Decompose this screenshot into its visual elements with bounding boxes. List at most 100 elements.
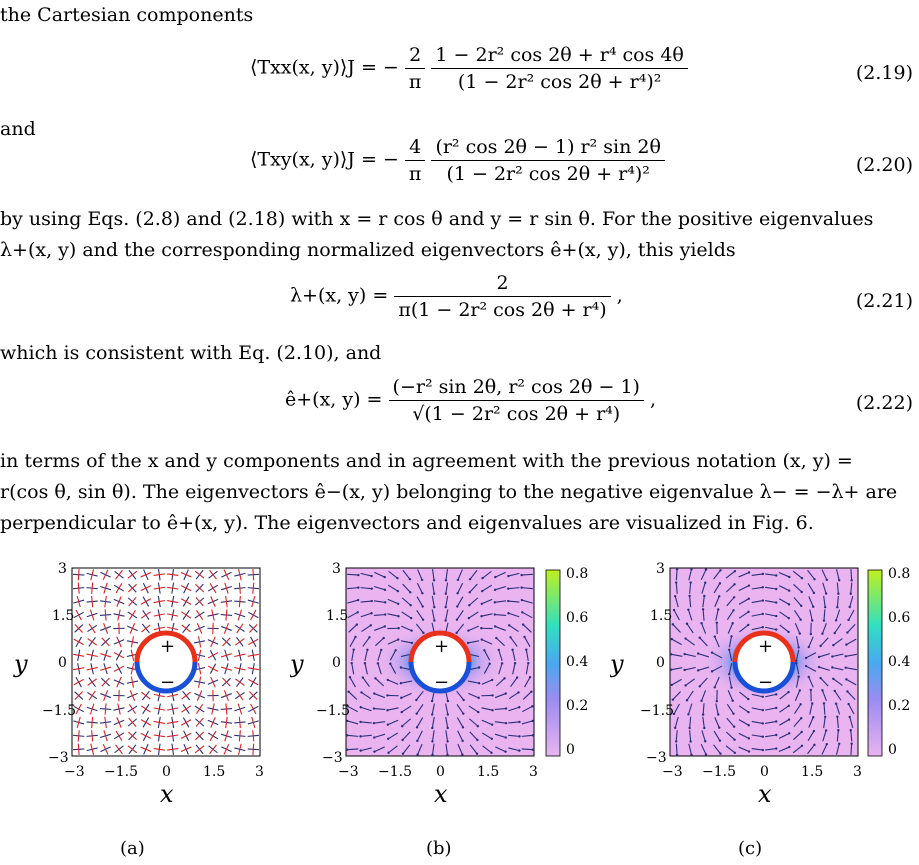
arrow-head <box>432 579 436 582</box>
eigenvector-arrow <box>467 640 480 644</box>
svg-text:−1.5: −1.5 <box>316 703 350 719</box>
eigenvector-arrow <box>698 666 710 671</box>
eigenvector-field <box>669 567 857 757</box>
eigenvector-minus-tick <box>234 678 245 686</box>
arrow-head <box>845 643 848 646</box>
eigenvector-arrow <box>522 611 533 619</box>
eigenvector-arrow <box>751 693 763 698</box>
eigenvector-arrow <box>725 731 735 741</box>
y-axis-label: y <box>13 650 28 678</box>
arrow-head <box>363 662 367 665</box>
arrow-head <box>798 689 802 692</box>
eigenvector-minus-tick <box>211 609 215 621</box>
arrow-head <box>476 724 480 728</box>
eigenvector-arrow <box>373 721 386 724</box>
eigenvector-minus-tick <box>129 690 136 701</box>
eigenvector-arrow <box>702 716 705 729</box>
eigenvector-arrow <box>765 747 777 751</box>
eigenvector-minus-tick <box>90 743 95 755</box>
eigenvector-arrow <box>846 678 857 686</box>
eigenvector-minus-tick <box>130 676 135 688</box>
eigenvector-arrow <box>725 583 735 593</box>
arrow-head <box>849 729 852 732</box>
arrow-head <box>368 636 371 639</box>
eigenvector-minus-tick <box>195 717 204 728</box>
eigenvector-minus-tick <box>252 569 255 581</box>
eigenvector-arrow <box>498 649 503 661</box>
eigenvector-arrow <box>807 744 815 755</box>
arrow-head <box>800 590 803 594</box>
eigenvector-minus-tick <box>194 570 205 579</box>
arrow-head <box>733 583 736 586</box>
arrow-head <box>500 662 504 665</box>
eigenvector-arrow <box>415 623 424 634</box>
paragraph-line: by using Eqs. (2.8) and (2.18) with x = … <box>0 208 874 230</box>
eigenvector-minus-tick <box>238 716 241 729</box>
eigenvector-minus-tick <box>180 571 192 578</box>
arrow-head <box>704 740 707 743</box>
eigenvector-minus-tick <box>127 570 138 579</box>
eigenvector-arrow <box>417 569 423 581</box>
eigenvector-arrow <box>457 730 464 742</box>
eigenvector-arrow <box>702 703 705 715</box>
eigenvector-arrow <box>508 587 520 590</box>
figure-b: + − −3 −1.5 0 1.5 3 −3 −1.5 0 1.5 3 x y … <box>290 561 588 808</box>
arrow-head <box>800 730 803 734</box>
minus-arc <box>134 661 198 694</box>
eigenvector-arrow <box>726 596 735 607</box>
arrow-head <box>809 632 813 636</box>
arrow-head <box>696 669 700 672</box>
eigenvector-arrow <box>689 595 692 608</box>
eigenvector-minus-tick <box>74 623 83 633</box>
eigenvector-arrow <box>850 730 853 742</box>
arrow-head <box>359 749 362 752</box>
arrow-head <box>401 738 404 742</box>
eigenvector-minus-tick <box>115 730 123 741</box>
eigenvector-arrow <box>821 622 827 634</box>
arrow-head <box>823 715 827 719</box>
eigenvector-arrow <box>673 703 680 715</box>
arrow-head <box>480 615 483 618</box>
arrow-head <box>833 689 836 693</box>
eigenvector-minus-tick <box>91 582 94 594</box>
arrow-head <box>380 648 383 652</box>
arrow-head <box>376 662 380 665</box>
eigenvector-arrow <box>495 746 506 753</box>
arrow-head <box>409 604 412 607</box>
eigenvector-arrow <box>456 704 464 714</box>
svg-text:0: 0 <box>760 764 769 780</box>
eigenvector-minus-tick <box>209 744 217 755</box>
eigenvector-arrow <box>711 665 723 672</box>
arrow-head <box>360 691 363 694</box>
arrow-head <box>817 665 821 669</box>
arrow-head <box>477 696 480 700</box>
eigenvector-minus-tick <box>87 678 98 686</box>
eigenvector-arrow <box>686 623 694 634</box>
svg-text:1.5: 1.5 <box>326 608 348 624</box>
eigenvector-arrow <box>713 569 721 580</box>
arrow-head <box>787 603 791 606</box>
arrow-head <box>733 751 737 754</box>
arrow-head <box>383 575 386 579</box>
eigenvector-arrow <box>445 703 449 715</box>
eigenvector-minus-tick <box>153 626 165 631</box>
arrow-head <box>511 648 514 651</box>
eigenvector-arrow <box>361 691 372 700</box>
eigenvector-minus-tick <box>209 569 217 580</box>
eigenvector-arrow <box>387 598 399 605</box>
arrow-head <box>374 677 377 680</box>
svg-text:−3: −3 <box>662 764 683 780</box>
eigenvector-minus-tick <box>180 598 192 605</box>
eigenvector-arrow <box>673 609 680 621</box>
eigenvector-arrow <box>402 569 411 580</box>
eigenvector-minus-tick <box>197 663 202 675</box>
eigenvector-minus-tick <box>167 720 179 724</box>
arrow-head <box>421 605 424 608</box>
svg-text:1.5: 1.5 <box>477 764 499 780</box>
eigenvector-arrow <box>522 624 532 633</box>
eigenvector-minus-tick <box>153 693 165 698</box>
eigenvector-minus-tick <box>195 583 205 593</box>
arrow-head <box>433 605 436 609</box>
eigenvector-minus-tick <box>153 586 165 590</box>
